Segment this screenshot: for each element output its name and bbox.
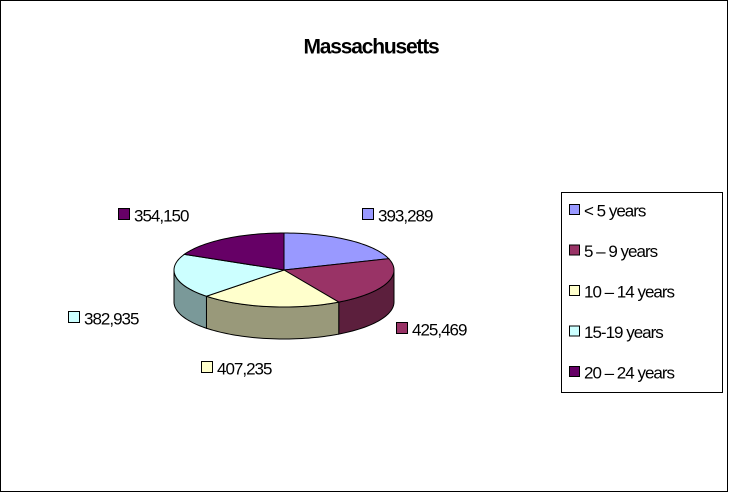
legend-label: 15-19 years <box>584 323 663 342</box>
data-label: 382,935 <box>84 309 139 328</box>
legend-label: 20 – 24 years <box>584 363 675 382</box>
data-label: 354,150 <box>134 206 189 225</box>
legend-swatch <box>569 325 580 337</box>
pie-slice <box>283 232 390 271</box>
legend-label: 10 – 14 years <box>584 282 675 301</box>
legend <box>561 192 723 393</box>
label-swatch <box>68 311 80 323</box>
data-label: 407,235 <box>217 359 272 378</box>
label-swatch <box>201 361 213 373</box>
legend-swatch <box>569 366 580 377</box>
label-swatch <box>396 322 408 334</box>
legend-swatch <box>569 285 580 296</box>
pie-slice <box>173 253 285 297</box>
label-swatch <box>118 208 130 220</box>
legend-swatch <box>569 204 580 215</box>
legend-label: 5 – 9 years <box>584 242 658 261</box>
pie-slice <box>204 269 341 308</box>
legend-label: < 5 years <box>584 201 646 220</box>
label-swatch <box>362 208 374 220</box>
pie-slice <box>282 258 395 303</box>
data-label: 393,289 <box>378 206 433 225</box>
legend-swatch <box>569 244 580 256</box>
chart-title: Massachusetts <box>304 36 439 59</box>
data-label: 425,469 <box>412 320 467 339</box>
pie-slice <box>183 232 285 271</box>
